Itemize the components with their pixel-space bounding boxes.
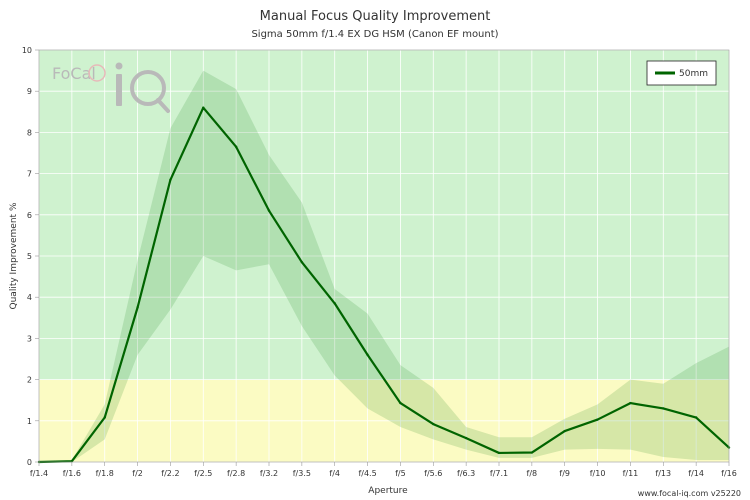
y-tick-label: 0 (27, 458, 32, 467)
series-50mm-line (38, 106, 730, 464)
y-tick-label: 9 (27, 87, 32, 96)
x-tick-label: f/8 (527, 469, 538, 478)
data-point (497, 451, 501, 455)
data-point (662, 407, 665, 410)
x-tick-label: f/2.5 (194, 469, 212, 478)
data-point (234, 145, 238, 149)
data-point (432, 422, 435, 426)
y-tick-label: 6 (27, 211, 32, 220)
x-tick-label: f/3.2 (260, 469, 278, 478)
y-axis-label: Quality Improvement % (9, 202, 19, 309)
focal-logo: FoCal (52, 62, 170, 113)
x-tick-label: f/2 (132, 469, 143, 478)
x-tick-label: f/16 (721, 469, 737, 478)
x-tick-label: f/1.8 (96, 469, 114, 478)
x-tick-label: f/5 (395, 469, 406, 478)
data-point (366, 353, 369, 357)
y-tick-label: 2 (27, 376, 32, 385)
y-tick-label: 4 (27, 293, 32, 302)
data-point (530, 451, 534, 454)
y-axis-ticks: 0 1 2 3 4 5 6 7 8 9 10 (22, 46, 39, 467)
x-tick-label: f/13 (655, 469, 671, 478)
logo-text: FoCal (52, 64, 96, 83)
data-point (169, 178, 172, 181)
x-tick-label: f/5.6 (424, 469, 442, 478)
data-point (333, 302, 336, 305)
x-axis-label: Aperture (368, 486, 408, 496)
data-point (464, 436, 468, 440)
y-tick-label: 1 (27, 417, 32, 426)
x-tick-label: f/2.8 (227, 469, 245, 478)
data-point (694, 416, 698, 419)
data-point (202, 106, 205, 109)
x-tick-label: f/2.2 (161, 469, 179, 478)
data-point (103, 416, 106, 419)
x-tick-label: f/4 (329, 469, 340, 478)
logo-i-dot (115, 62, 123, 70)
legend-label: 50mm (679, 69, 708, 79)
x-axis-ticks: f/1.4 f/1.6 f/1.8 f/2 f/2.2 f/2.5 f/2.8 f/3.2 f/… (30, 462, 737, 478)
x-tick-label: f/11 (623, 469, 639, 478)
chart-title: Manual Focus Quality Improvement (260, 9, 491, 24)
y-tick-label: 5 (27, 252, 32, 261)
x-tick-label: f/4.5 (358, 469, 376, 478)
data-point (629, 401, 632, 405)
logo-magnifier-icon (130, 70, 166, 106)
y-tick-label: 8 (27, 128, 32, 137)
logo-i-stem (116, 74, 122, 106)
data-point (136, 306, 139, 309)
data-point (596, 418, 599, 421)
series-50mm-band (39, 70, 729, 462)
x-tick-label: f/10 (590, 469, 606, 478)
x-tick-label: f/3.5 (293, 469, 311, 478)
x-tick-label: f/6.3 (457, 469, 475, 478)
x-tick-label: f/7.1 (490, 469, 508, 478)
y-tick-label: 10 (22, 46, 32, 55)
data-point (563, 429, 566, 433)
chart-subtitle: Sigma 50mm f/1.4 EX DG HSM (Canon EF mou… (251, 29, 498, 40)
x-tick-label: f/1.4 (30, 469, 48, 478)
watermark: www.focal-iq.com v25220 (638, 489, 741, 498)
x-tick-label: f/14 (688, 469, 704, 478)
logo-ring-icon (88, 64, 106, 82)
y-tick-label: 3 (27, 334, 32, 343)
legend: 50mm (646, 60, 717, 86)
data-point (399, 401, 402, 405)
x-tick-label: f/9 (559, 469, 570, 478)
y-tick-label: 7 (27, 170, 32, 179)
x-tick-label: f/1.6 (63, 469, 81, 478)
data-point (267, 209, 271, 212)
data-point (300, 260, 304, 264)
